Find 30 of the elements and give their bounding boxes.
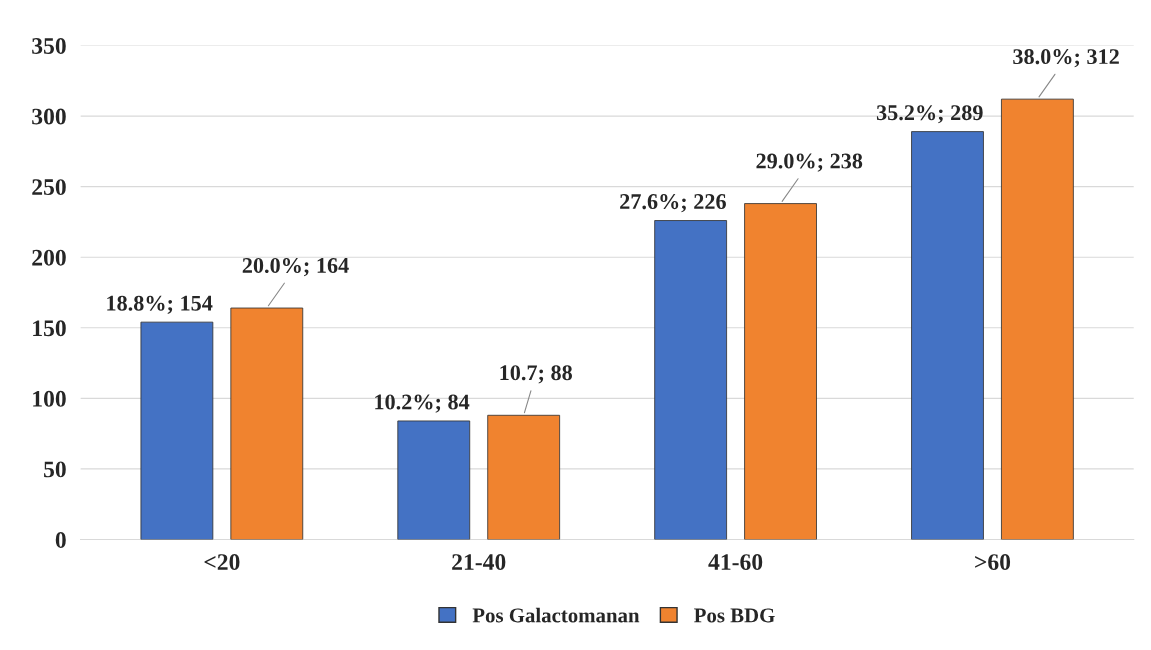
y-tick-label: 200	[32, 249, 66, 266]
legend-label: Pos BDG	[694, 608, 775, 623]
bar	[230, 307, 304, 540]
bar	[911, 131, 984, 540]
bar	[1001, 98, 1074, 540]
y-tick-label: 150	[33, 320, 66, 337]
bar	[140, 321, 214, 540]
x-tick-label: <20	[204, 554, 240, 571]
y-tick-label: 100	[33, 390, 66, 407]
y-tick-label: 300	[32, 108, 66, 125]
data-label: 20.0%; 164	[242, 257, 349, 277]
data-label: 38.0%; 312	[1013, 49, 1119, 68]
bar	[487, 414, 561, 540]
y-tick-label: 350	[32, 37, 66, 54]
y-tick-label: 50	[44, 461, 66, 478]
x-tick-label: 21-40	[452, 554, 506, 571]
y-tick-label: 0	[55, 531, 66, 548]
data-label: 10.2%; 84	[375, 394, 470, 413]
data-label: 29.0%; 238	[756, 153, 863, 172]
legend-label: Pos Galactomanan	[472, 607, 640, 623]
bar	[397, 420, 471, 540]
y-tick-label: 250	[32, 179, 66, 196]
x-tick-label: 41-60	[708, 554, 763, 571]
data-label: 18.8%; 154	[107, 295, 213, 314]
x-tick-label: >60	[975, 554, 1011, 571]
bar	[654, 220, 728, 540]
bar	[744, 203, 817, 540]
data-label: 27.6%; 226	[620, 194, 726, 213]
data-label: 35.2%; 289	[876, 105, 983, 124]
data-label: 10.7; 88	[500, 365, 572, 384]
